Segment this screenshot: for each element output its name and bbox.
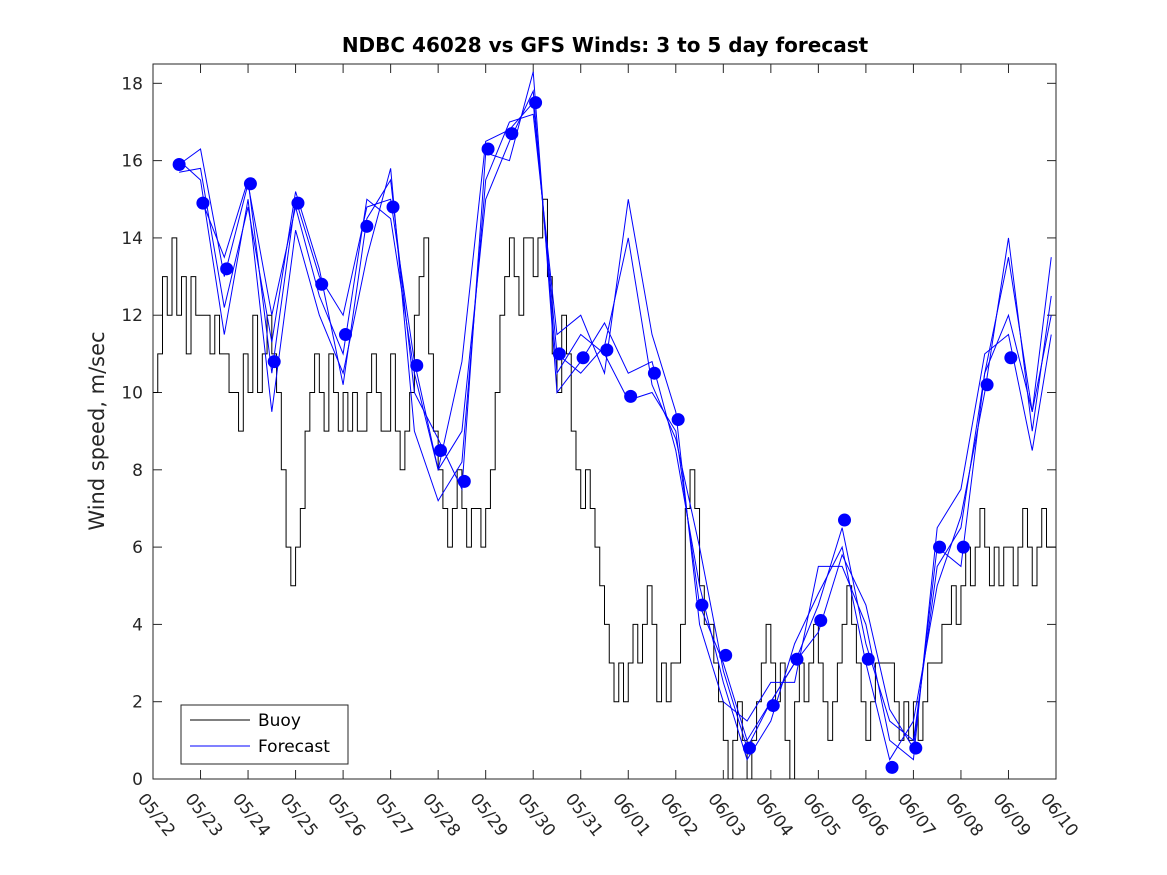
forecast-marker <box>360 219 374 233</box>
forecast-marker <box>196 196 210 210</box>
series-layer <box>153 71 1056 779</box>
forecast-marker <box>220 262 234 276</box>
y-tick-label: 10 <box>121 384 143 404</box>
forecast-marker <box>552 347 566 361</box>
forecast-marker <box>457 474 471 488</box>
y-tick-label: 4 <box>132 615 143 635</box>
forecast-marker <box>267 355 281 369</box>
forecast-marker <box>243 177 257 191</box>
series-forecast-line-1 <box>178 89 1052 742</box>
forecast-marker <box>790 652 804 666</box>
forecast-marker <box>671 413 685 427</box>
forecast-marker <box>861 652 875 666</box>
y-tick-label: 0 <box>132 770 143 790</box>
forecast-marker <box>291 196 305 210</box>
legend-box <box>180 704 349 765</box>
y-tick-label: 18 <box>121 74 143 94</box>
legend-forecast-label: Forecast <box>258 737 330 757</box>
forecast-marker <box>338 328 352 342</box>
forecast-marker <box>624 389 638 403</box>
forecast-marker <box>742 741 756 755</box>
forecast-marker <box>481 142 495 156</box>
forecast-marker <box>719 648 733 662</box>
forecast-marker <box>600 343 614 357</box>
y-axis-label: Wind speed, m/sec <box>85 331 109 530</box>
y-tick-label: 8 <box>132 461 143 481</box>
forecast-marker <box>838 513 852 527</box>
forecast-marker <box>1004 351 1018 365</box>
forecast-marker <box>529 96 543 110</box>
y-tick-label: 14 <box>121 229 143 249</box>
y-tick-label: 6 <box>132 538 143 558</box>
forecast-marker <box>172 157 186 171</box>
forecast-marker <box>885 760 899 774</box>
forecast-marker <box>956 540 970 554</box>
forecast-marker <box>695 598 709 612</box>
legend-buoy-label: Buoy <box>258 711 301 731</box>
forecast-marker <box>980 378 994 392</box>
forecast-marker <box>386 200 400 214</box>
series-forecast-line-3 <box>178 113 1052 761</box>
forecast-marker <box>933 540 947 554</box>
forecast-marker <box>410 358 424 372</box>
forecast-marker <box>766 699 780 713</box>
series-buoy-line <box>153 198 1056 779</box>
y-tick-label: 12 <box>121 306 143 326</box>
axes-box <box>152 63 1057 780</box>
legend: Buoy Forecast <box>180 704 349 765</box>
y-tick-label: 16 <box>121 152 143 172</box>
forecast-marker <box>315 277 329 291</box>
chart-title: NDBC 46028 vs GFS Winds: 3 to 5 day fore… <box>342 33 869 57</box>
forecast-marker <box>505 127 519 141</box>
forecast-marker <box>434 443 448 457</box>
forecast-marker <box>576 351 590 365</box>
forecast-marker <box>909 741 923 755</box>
forecast-marker <box>647 366 661 380</box>
y-tick-label: 2 <box>132 693 143 713</box>
forecast-marker <box>814 614 828 628</box>
